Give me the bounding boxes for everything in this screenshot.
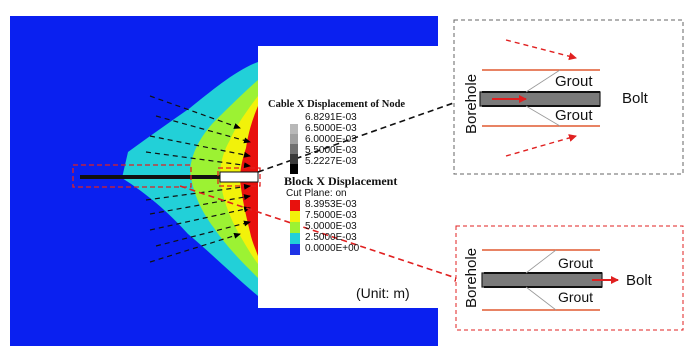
- vector-arrow: [149, 95, 241, 129]
- legend-swatch: [290, 134, 298, 144]
- grout-lower-label: Grout: [555, 107, 593, 124]
- legend-value: 5.5000E-03: [305, 145, 357, 156]
- cut-plane-label: Cut Plane: on: [286, 188, 347, 199]
- legend-value: 5.2227E-03: [305, 156, 357, 167]
- legend-value: 7.5000E-03: [305, 210, 357, 221]
- unit-label: (Unit: m): [356, 285, 410, 301]
- legend-swatch: [290, 211, 300, 222]
- legend-swatch: [290, 154, 298, 164]
- grout-zone-box: [72, 164, 192, 188]
- legend-swatch: [290, 244, 300, 255]
- bolt-label: Bolt: [626, 272, 652, 289]
- vector-arrow: [155, 115, 251, 144]
- grout-upper-label: Grout: [555, 73, 593, 90]
- legend-value: 6.5000E-03: [305, 123, 357, 134]
- cable-highlight: [219, 171, 259, 183]
- grout-upper-label: Grout: [558, 255, 594, 271]
- legend-value: 0.0000E+00: [305, 243, 360, 254]
- legend-value: 2.5000E-03: [305, 232, 357, 243]
- grout-boundary: [525, 105, 561, 127]
- cable-legend-title: Cable X Displacement of Node: [268, 99, 406, 110]
- borehole-label: Borehole: [463, 247, 480, 308]
- legend-swatch: [290, 200, 300, 211]
- displacement-vectors: [145, 95, 251, 263]
- legend-swatch: [290, 144, 298, 154]
- legend-swatch: [290, 164, 298, 174]
- vector-arrow: [155, 220, 251, 247]
- cable-element: [80, 175, 258, 179]
- block-legend-title: Block X Displacement: [284, 174, 398, 188]
- vector-arrow: [149, 194, 251, 215]
- borehole-label: Borehole: [463, 73, 480, 134]
- bolt-body: [481, 272, 603, 288]
- vector-arrow: [149, 206, 251, 231]
- rock-force-arrow: [505, 134, 577, 157]
- legend-swatch: [290, 233, 300, 244]
- grout-boundary: [525, 286, 557, 311]
- leader-to-top-detail: [257, 99, 463, 173]
- cable-legend-bar: [290, 124, 298, 174]
- legend-value: 8.3953E-03: [305, 199, 357, 210]
- bolt-head-box: [217, 167, 261, 187]
- block-legend-bar: [290, 200, 300, 255]
- legend-swatch: [290, 124, 298, 134]
- grout-boundary: [525, 69, 561, 93]
- vector-arrow: [149, 135, 251, 158]
- bolt-label: Bolt: [622, 90, 648, 107]
- grout-lower-label: Grout: [558, 289, 594, 305]
- legend-value: 6.0000E-03: [305, 134, 357, 145]
- legend-value: 6.8291E-03: [305, 112, 357, 123]
- legend-value: 5.0000E-03: [305, 221, 357, 232]
- rock-force-arrow: [505, 39, 577, 61]
- legend-swatch: [290, 222, 300, 233]
- grout-boundary: [525, 249, 557, 274]
- vector-arrow: [149, 232, 241, 263]
